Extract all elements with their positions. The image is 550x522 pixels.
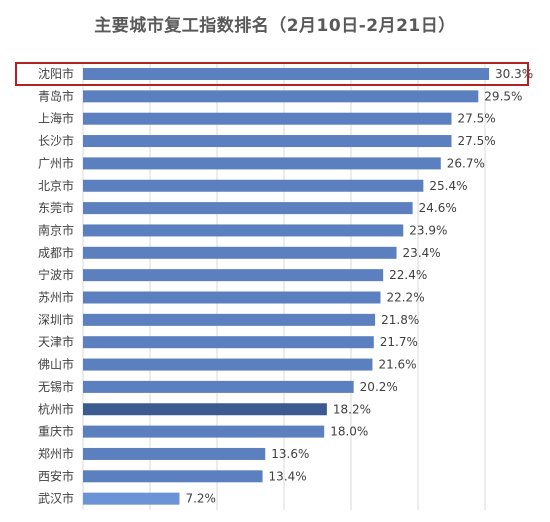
chart-title: 主要城市复工指数排名（2月10日-2月21日） — [94, 16, 456, 36]
category-label: 郑州市 — [38, 446, 74, 461]
bar-8 — [83, 224, 404, 237]
category-label: 无锡市 — [38, 379, 74, 394]
category-label: 长沙市 — [38, 133, 74, 148]
bar-16 — [83, 403, 327, 416]
bar-10 — [83, 269, 384, 282]
bar-12 — [83, 313, 376, 326]
value-label: 24.6% — [419, 201, 457, 215]
category-label: 宁波市 — [38, 267, 74, 282]
value-label: 13.4% — [269, 469, 307, 483]
category-label: 苏州市 — [38, 290, 74, 305]
value-label: 26.7% — [447, 156, 485, 170]
value-label: 22.2% — [386, 291, 424, 305]
category-label: 沈阳市 — [38, 66, 74, 81]
value-label: 30.3% — [495, 67, 533, 81]
value-label: 27.5% — [458, 112, 496, 126]
category-label: 天津市 — [38, 334, 74, 349]
bar-11 — [83, 291, 381, 304]
bar-5 — [83, 157, 441, 170]
value-label: 21.8% — [381, 313, 419, 327]
bar-7 — [83, 202, 413, 215]
bar-1 — [83, 68, 490, 80]
category-label: 广州市 — [38, 155, 74, 170]
category-label: 青岛市 — [38, 88, 74, 103]
value-label: 22.4% — [389, 268, 427, 282]
value-label: 18.0% — [330, 425, 368, 439]
category-label: 西安市 — [38, 468, 74, 483]
bar-18 — [83, 447, 266, 460]
value-label: 18.2% — [333, 402, 371, 416]
value-label: 13.6% — [271, 447, 309, 461]
category-label: 杭州市 — [38, 401, 74, 416]
bar-14 — [83, 358, 373, 371]
category-label: 佛山市 — [38, 357, 74, 372]
value-label: 23.9% — [409, 223, 447, 237]
value-label: 29.5% — [484, 89, 522, 103]
value-label: 27.5% — [458, 134, 496, 148]
bar-6 — [83, 179, 424, 192]
value-label: 20.2% — [360, 380, 398, 394]
bar-3 — [83, 112, 452, 125]
value-label: 23.4% — [403, 246, 441, 260]
bar-13 — [83, 336, 374, 349]
highlight-box — [15, 62, 529, 86]
value-label: 25.4% — [429, 179, 467, 193]
value-label: 21.7% — [380, 335, 418, 349]
bar-15 — [83, 380, 354, 393]
bar-19 — [83, 470, 263, 483]
category-label: 上海市 — [38, 111, 74, 126]
category-label: 东莞市 — [38, 200, 74, 215]
bar-4 — [83, 135, 452, 148]
bar-20 — [83, 492, 180, 505]
category-label: 重庆市 — [38, 424, 74, 439]
category-label: 南京市 — [38, 222, 74, 237]
category-label: 武汉市 — [38, 491, 74, 506]
bar-17 — [83, 425, 325, 438]
value-label: 7.2% — [185, 492, 216, 506]
bar-2 — [83, 90, 479, 103]
category-label: 深圳市 — [38, 312, 74, 327]
bar-9 — [83, 246, 397, 259]
value-label: 21.6% — [378, 358, 416, 372]
category-label: 成都市 — [38, 245, 74, 260]
category-label: 北京市 — [38, 178, 74, 193]
